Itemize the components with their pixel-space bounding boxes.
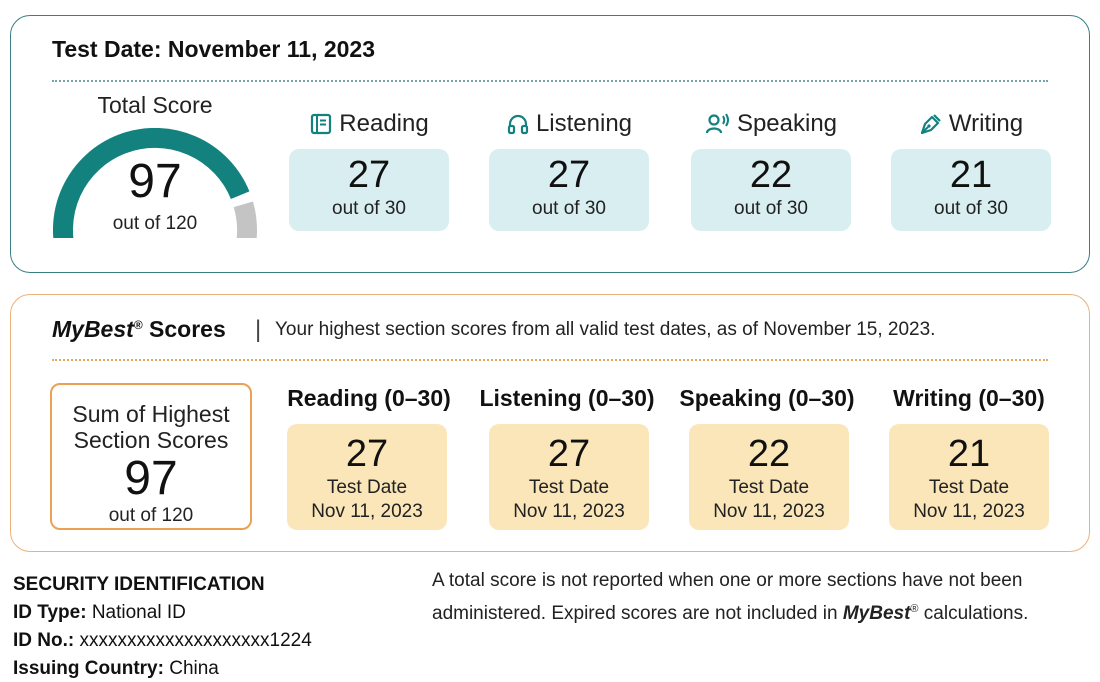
book-icon [311, 113, 332, 135]
sum-label-line2: Section Scores [73, 427, 229, 453]
gauge-remaining-arc [233, 201, 257, 238]
total-score-gauge [52, 128, 257, 238]
id-type-row: ID Type: National ID [13, 599, 312, 627]
section-out-of: out of 30 [734, 198, 808, 219]
section-out-of: out of 30 [934, 198, 1008, 219]
speaking-person-icon [705, 113, 729, 134]
section-header-listening: Listening [479, 108, 659, 140]
mybest-description: Your highest section scores from all val… [275, 319, 936, 340]
headphones-icon [507, 114, 529, 135]
title-separator: | [255, 316, 262, 343]
test-date-value: Nov 11, 2023 [311, 501, 423, 522]
section-header-writing: Writing [881, 108, 1061, 140]
country-row: Issuing Country: China [13, 655, 312, 682]
mybest-header-reading: Reading (0–30) [287, 385, 451, 411]
divider [52, 80, 1048, 82]
test-date-label: Test Date [326, 477, 408, 498]
security-identification: SECURITY IDENTIFICATION ID Type: Nationa… [13, 571, 312, 682]
test-date-heading: Test Date: November 11, 2023 [52, 36, 376, 62]
country-value: China [169, 658, 219, 679]
score-box-listening: 27 out of 30 [489, 149, 649, 231]
sum-out-of: out of 120 [108, 505, 194, 526]
mybest-score: 27 [345, 433, 389, 475]
total-score-out-of: out of 120 [112, 213, 198, 234]
mybest-box-reading: 27 Test Date Nov 11, 2023 [287, 424, 447, 530]
score-box-speaking: 22 out of 30 [691, 149, 851, 231]
mybest-scores-card: MyBest® Scores | Your highest section sc… [10, 294, 1090, 552]
section-out-of: out of 30 [332, 198, 406, 219]
test-date-value: Nov 11, 2023 [913, 501, 1025, 522]
mybest-brand: MyBest [52, 316, 134, 342]
test-date-value: Nov 11, 2023 [513, 501, 625, 522]
mybest-header-writing: Writing (0–30) [893, 385, 1045, 411]
section-score: 27 [547, 154, 591, 196]
id-no-label: ID No.: [13, 630, 75, 651]
total-score-value: 97 [128, 155, 182, 208]
mybest-header-listening: Listening (0–30) [479, 385, 655, 411]
mybest-score: 27 [547, 433, 591, 475]
test-date-label: Test Date [728, 477, 810, 498]
mybest-title: MyBest® Scores [52, 316, 226, 343]
gauge-score-arc [52, 128, 250, 238]
section-label: Writing [948, 110, 1024, 137]
sum-value: 97 [124, 452, 178, 505]
test-date-label: Test Date [528, 477, 610, 498]
country-label: Issuing Country: [13, 658, 164, 679]
id-no-row: ID No.: xxxxxxxxxxxxxxxxxxxx1224 [13, 627, 312, 655]
mybest-score: 22 [747, 433, 791, 475]
score-report-card: Test Date: November 11, 2023 Total Score… [10, 15, 1090, 273]
section-score: 27 [347, 154, 391, 196]
total-score-label: Total Score [97, 92, 213, 118]
section-label: Reading [339, 110, 429, 137]
section-header-reading: Reading [279, 108, 459, 140]
test-date-label: Test Date [928, 477, 1010, 498]
mybest-box-writing: 21 Test Date Nov 11, 2023 [889, 424, 1049, 530]
security-heading: SECURITY IDENTIFICATION [13, 574, 265, 595]
note-brand: MyBest [842, 603, 911, 624]
score-note: A total score is not reported when one o… [432, 567, 1092, 628]
section-score: 22 [749, 154, 793, 196]
test-date-value: Nov 11, 2023 [713, 501, 825, 522]
mybest-title-suffix: Scores [142, 316, 226, 342]
mybest-box-listening: 27 Test Date Nov 11, 2023 [489, 424, 649, 530]
note-registered-mark: ® [910, 603, 919, 615]
section-label: Listening [535, 110, 633, 137]
note-text-1: A total score is not reported when one o… [432, 570, 1023, 624]
section-score: 21 [949, 154, 993, 196]
id-type-value: National ID [91, 602, 186, 623]
mybest-box-speaking: 22 Test Date Nov 11, 2023 [689, 424, 849, 530]
score-box-writing: 21 out of 30 [891, 149, 1051, 231]
sum-label-line1: Sum of Highest [72, 401, 230, 427]
registered-mark: ® [133, 318, 143, 332]
pen-nib-icon [920, 114, 941, 135]
sum-of-highest-box: Sum of Highest Section Scores 97 out of 1… [50, 383, 252, 530]
mybest-header-speaking: Speaking (0–30) [679, 385, 855, 411]
sum-label: Sum of Highest Section Scores [52, 401, 250, 453]
id-type-label: ID Type: [13, 602, 87, 623]
divider [52, 359, 1048, 361]
mybest-score: 21 [947, 433, 991, 475]
id-no-value: xxxxxxxxxxxxxxxxxxxx1224 [79, 630, 312, 651]
section-label: Speaking [736, 110, 838, 137]
note-text-2: calculations. [918, 603, 1029, 624]
section-header-speaking: Speaking [681, 108, 861, 140]
score-box-reading: 27 out of 30 [289, 149, 449, 231]
section-out-of: out of 30 [532, 198, 606, 219]
